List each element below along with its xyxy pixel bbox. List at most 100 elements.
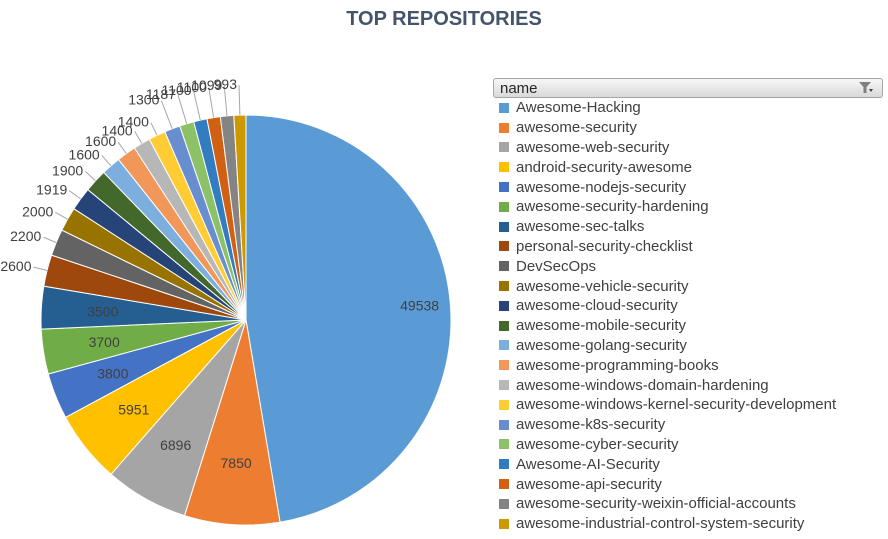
legend-label: personal-security-checklist bbox=[516, 237, 693, 255]
legend-label: awesome-security bbox=[516, 119, 637, 137]
legend-label: Awesome-Hacking bbox=[516, 99, 641, 117]
legend-item[interactable]: awesome-nodejs-security bbox=[493, 177, 883, 197]
data-label: 993 bbox=[214, 76, 238, 92]
legend-swatch bbox=[499, 380, 509, 391]
legend-label: awesome-api-security bbox=[516, 475, 662, 493]
legend-label: awesome-windows-kernel-security-developm… bbox=[516, 396, 837, 414]
legend-item[interactable]: awesome-k8s-security bbox=[493, 415, 883, 435]
legend-label: DevSecOps bbox=[516, 257, 597, 275]
legend-item[interactable]: android-security-awesome bbox=[493, 157, 883, 177]
legend-list: Awesome-Hacking awesome-security awesome-w… bbox=[493, 98, 883, 534]
legend-swatch bbox=[499, 340, 509, 351]
data-label: 1400 bbox=[102, 122, 133, 138]
data-label: 2000 bbox=[22, 203, 53, 219]
leader-line bbox=[101, 154, 112, 167]
leader-line bbox=[150, 122, 158, 136]
data-label: 49538 bbox=[400, 298, 439, 314]
legend-swatch bbox=[499, 439, 509, 450]
legend-item[interactable]: awesome-golang-security bbox=[493, 336, 883, 356]
legend-swatch bbox=[499, 419, 509, 430]
legend-item[interactable]: awesome-sec-talks bbox=[493, 217, 883, 237]
pie-slice[interactable] bbox=[245, 114, 452, 523]
leader-line bbox=[43, 236, 57, 243]
data-label: 3500 bbox=[87, 303, 118, 319]
legend-swatch bbox=[499, 162, 509, 173]
pie-slice[interactable] bbox=[183, 319, 281, 526]
legend-swatch bbox=[499, 281, 509, 292]
legend-swatch bbox=[499, 320, 509, 331]
legend-swatch bbox=[499, 399, 509, 410]
legend-item[interactable]: awesome-mobile-security bbox=[493, 316, 883, 336]
data-label: 1099 bbox=[191, 77, 222, 93]
legend-label: awesome-cloud-security bbox=[516, 297, 678, 315]
legend-item[interactable]: awesome-api-security bbox=[493, 474, 883, 494]
data-label: 1919 bbox=[36, 182, 67, 198]
data-label: 1300 bbox=[128, 92, 159, 108]
legend-label: awesome-vehicle-security bbox=[516, 277, 689, 295]
legend-swatch bbox=[499, 142, 509, 153]
data-label: 2200 bbox=[10, 228, 41, 244]
data-label: 2600 bbox=[0, 258, 31, 274]
legend-label: Awesome-AI-Security bbox=[516, 455, 660, 473]
legend-filter-header[interactable]: name bbox=[493, 78, 883, 98]
legend-swatch bbox=[499, 261, 509, 272]
leader-line bbox=[177, 94, 188, 124]
legend-swatch bbox=[499, 459, 509, 470]
data-label: 1600 bbox=[85, 133, 116, 149]
legend-item[interactable]: awesome-cyber-security bbox=[493, 435, 883, 455]
leader-line bbox=[117, 141, 127, 154]
legend-item[interactable]: personal-security-checklist bbox=[493, 237, 883, 257]
data-label: 1900 bbox=[52, 162, 83, 178]
legend-label: android-security-awesome bbox=[516, 158, 692, 176]
legend: name Awesome-Hacking awesome-security awes… bbox=[493, 78, 883, 534]
leader-line bbox=[134, 131, 143, 144]
data-label: 1600 bbox=[69, 146, 100, 162]
legend-item[interactable]: awesome-windows-domain-hardening bbox=[493, 375, 883, 395]
legend-item[interactable]: awesome-cloud-security bbox=[493, 296, 883, 316]
legend-item[interactable]: awesome-security bbox=[493, 118, 883, 138]
leader-line bbox=[223, 85, 228, 116]
legend-header-label: name bbox=[500, 80, 538, 97]
legend-swatch bbox=[499, 241, 509, 252]
data-label: 1100 bbox=[161, 82, 191, 98]
legend-item[interactable]: Awesome-Hacking bbox=[493, 98, 883, 118]
leader-line bbox=[33, 266, 48, 271]
leader-line bbox=[69, 190, 81, 200]
legend-swatch bbox=[499, 201, 509, 212]
legend-item[interactable]: awesome-programming-books bbox=[493, 355, 883, 375]
legend-swatch bbox=[499, 182, 509, 193]
legend-label: awesome-web-security bbox=[516, 138, 670, 156]
legend-label: awesome-nodejs-security bbox=[516, 178, 687, 196]
legend-item[interactable]: awesome-security-weixin-official-account… bbox=[493, 494, 883, 514]
legend-item[interactable]: awesome-windows-kernel-security-developm… bbox=[493, 395, 883, 415]
data-label: 1100 bbox=[177, 79, 207, 95]
leader-line bbox=[84, 170, 96, 182]
legend-label: awesome-windows-domain-hardening bbox=[516, 376, 769, 394]
legend-swatch bbox=[499, 102, 509, 113]
legend-swatch bbox=[499, 300, 509, 311]
legend-label: awesome-security-weixin-official-account… bbox=[516, 495, 796, 513]
legend-label: awesome-programming-books bbox=[516, 356, 719, 374]
legend-swatch bbox=[499, 221, 509, 232]
leader-line bbox=[193, 90, 201, 121]
chart-title: TOP REPOSITORIES bbox=[346, 8, 542, 30]
legend-item[interactable]: Awesome-AI-Security bbox=[493, 454, 883, 474]
data-label: 1187 bbox=[146, 86, 176, 102]
legend-label: awesome-golang-security bbox=[516, 336, 687, 354]
legend-swatch bbox=[499, 122, 509, 133]
legend-item[interactable]: awesome-web-security bbox=[493, 138, 883, 158]
data-label: 7850 bbox=[221, 455, 252, 471]
legend-item[interactable]: awesome-vehicle-security bbox=[493, 276, 883, 296]
legend-label: awesome-security-hardening bbox=[516, 198, 709, 216]
legend-swatch bbox=[499, 518, 509, 529]
filter-icon[interactable] bbox=[858, 81, 874, 95]
legend-item[interactable]: awesome-security-hardening bbox=[493, 197, 883, 217]
data-label: 3700 bbox=[89, 334, 120, 350]
legend-item[interactable]: awesome-industrial-control-system-securi… bbox=[493, 514, 883, 534]
legend-swatch bbox=[499, 360, 509, 371]
legend-swatch bbox=[499, 479, 509, 490]
leader-line bbox=[208, 87, 215, 118]
legend-item[interactable]: DevSecOps bbox=[493, 256, 883, 276]
legend-label: awesome-k8s-security bbox=[516, 416, 666, 434]
